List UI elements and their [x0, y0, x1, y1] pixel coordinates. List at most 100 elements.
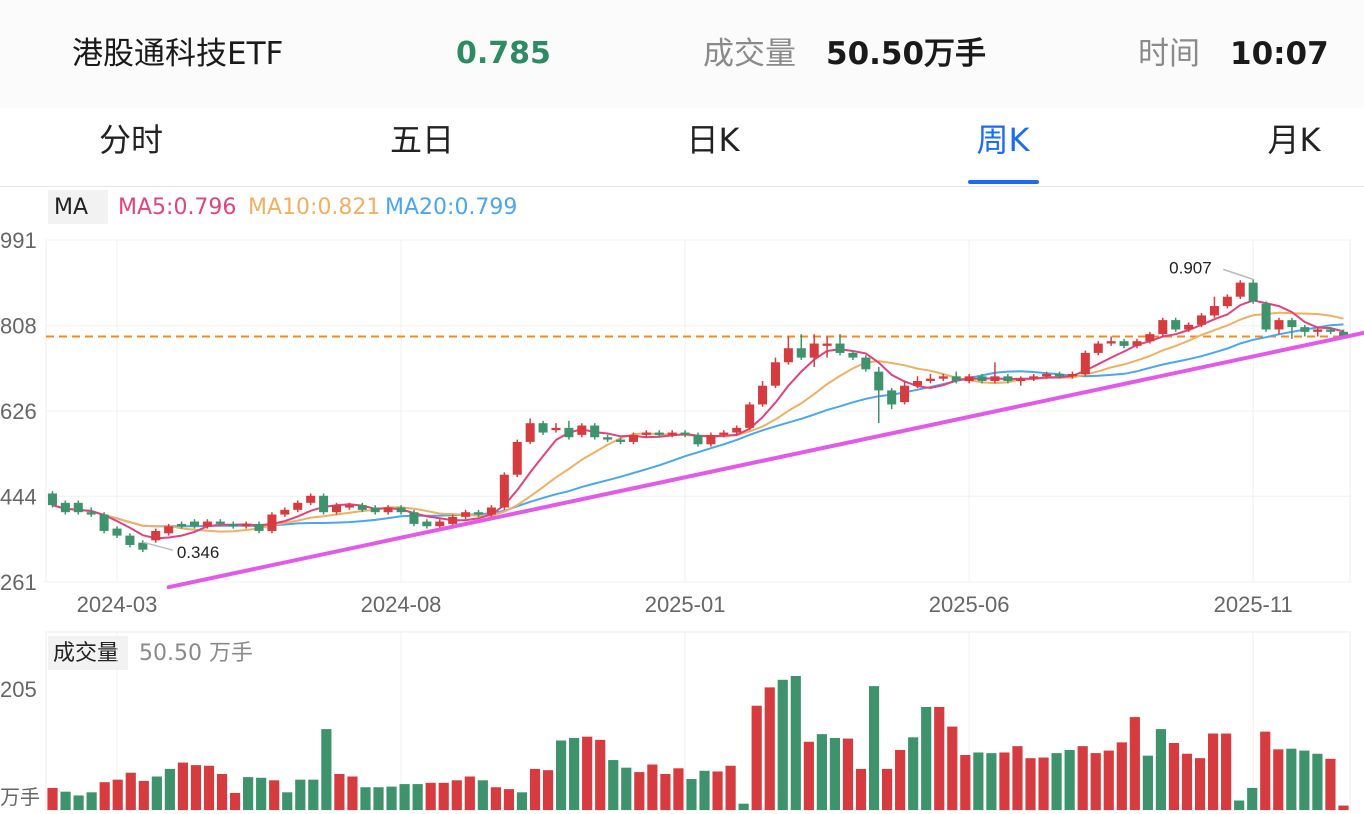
- candle-body: [370, 507, 380, 513]
- volume-bar: [99, 782, 110, 810]
- candle-body: [732, 427, 742, 433]
- tab-intraday[interactable]: 分时: [98, 121, 164, 159]
- volume-bar: [1025, 758, 1036, 810]
- candle-body: [306, 495, 316, 503]
- volume-bar: [868, 686, 880, 810]
- volume-bar: [895, 749, 906, 810]
- volume-bar: [555, 740, 567, 810]
- candle-body: [706, 434, 716, 445]
- volume-legend-value: 50.50 万手: [139, 641, 253, 666]
- volume-bar: [1077, 746, 1088, 810]
- volume-tag[interactable]: 成交量: [53, 641, 120, 666]
- volume-bar: [855, 768, 867, 810]
- candle-body: [73, 502, 83, 513]
- candle-body: [654, 432, 664, 435]
- volume-bar: [960, 755, 971, 810]
- candle-body: [925, 378, 935, 382]
- y-tick-label: 626: [0, 399, 37, 424]
- volume-bar: [1299, 750, 1310, 810]
- volume-bar: [112, 779, 123, 810]
- candle-body: [912, 381, 923, 386]
- volume-bar: [1142, 755, 1153, 810]
- candle-body: [861, 357, 871, 370]
- tab-weekly-k[interactable]: 周K: [976, 121, 1030, 159]
- ma10-line: [52, 311, 1344, 533]
- volume-bar: [1325, 758, 1336, 810]
- period-tabs: [0, 108, 1364, 187]
- volume-bar: [686, 779, 697, 810]
- candle-body: [938, 376, 948, 379]
- candle-body: [874, 371, 884, 391]
- candle-body: [215, 521, 225, 524]
- ma-tag[interactable]: MA: [54, 195, 89, 220]
- volume-bar: [1090, 753, 1101, 810]
- latest-price: 0.785: [456, 36, 551, 71]
- y-tick-label: 991: [0, 228, 37, 253]
- volume-bar: [1247, 787, 1258, 810]
- volume-bar: [60, 791, 71, 810]
- candle-body: [1119, 341, 1129, 346]
- volume-tag-bg: [48, 636, 128, 670]
- candle-body: [590, 425, 600, 438]
- candle-body: [848, 352, 858, 358]
- candle-body: [745, 404, 755, 428]
- candle-body: [822, 343, 832, 346]
- volume-bar: [1194, 758, 1206, 810]
- volume-bar: [790, 676, 801, 810]
- volume-bar: [138, 780, 149, 810]
- volume-bar: [503, 789, 515, 810]
- volume-bar: [464, 776, 475, 810]
- volume-bar: [829, 737, 841, 810]
- ma-tag-bg: [48, 190, 108, 224]
- volume-bar: [73, 795, 84, 810]
- candle-body: [344, 505, 354, 508]
- volume-bar: [282, 792, 293, 810]
- volume-bar: [425, 782, 436, 810]
- volume-bar: [582, 736, 593, 810]
- tab-monthly-k[interactable]: 月K: [1267, 121, 1321, 159]
- tab-daily-k[interactable]: 日K: [686, 121, 740, 159]
- candle-body: [1029, 376, 1039, 379]
- high-annotation: 0.907: [1169, 258, 1212, 277]
- volume-bar: [1234, 800, 1245, 810]
- volume-bar: [529, 768, 541, 810]
- volume-bar: [1051, 753, 1062, 810]
- volume-bar: [712, 771, 723, 810]
- volume-bar: [647, 764, 658, 810]
- volume-bar: [595, 739, 606, 810]
- candle-body: [1158, 320, 1168, 335]
- volume-bar: [86, 792, 97, 810]
- volume-plot-frame: [45, 631, 1351, 811]
- volume-bar: [243, 777, 254, 810]
- candle-body: [86, 512, 96, 515]
- candle-body: [900, 385, 910, 403]
- volume-bar: [947, 726, 958, 810]
- candle-body: [719, 432, 729, 435]
- volume-bar: [125, 772, 136, 810]
- volume-label: 成交量: [703, 36, 796, 72]
- candle-body: [112, 528, 122, 536]
- volume-bar: [1221, 733, 1232, 810]
- x-tick-label: 2025-11: [1214, 592, 1293, 617]
- candle-body: [1248, 282, 1258, 302]
- low-annotation: 0.346: [177, 543, 220, 562]
- tab-five-day[interactable]: 五日: [389, 121, 455, 159]
- candle-body: [887, 390, 897, 405]
- volume-bar: [1103, 750, 1114, 810]
- ma5-value: MA5:0.796: [118, 195, 237, 220]
- volume-bar: [660, 773, 671, 810]
- candle-body: [99, 514, 109, 531]
- candle-body: [1287, 320, 1297, 328]
- volume-bar: [934, 706, 945, 810]
- candle-body: [241, 523, 251, 527]
- volume-bar: [1273, 749, 1284, 810]
- volume-bar: [190, 765, 202, 810]
- candle-body: [1080, 352, 1090, 374]
- volume-bar: [842, 738, 854, 810]
- candle-body: [448, 516, 458, 524]
- volume-bar: [373, 787, 384, 810]
- candle-body: [1093, 343, 1103, 353]
- candle-body: [564, 427, 574, 438]
- volume-bar: [47, 787, 58, 810]
